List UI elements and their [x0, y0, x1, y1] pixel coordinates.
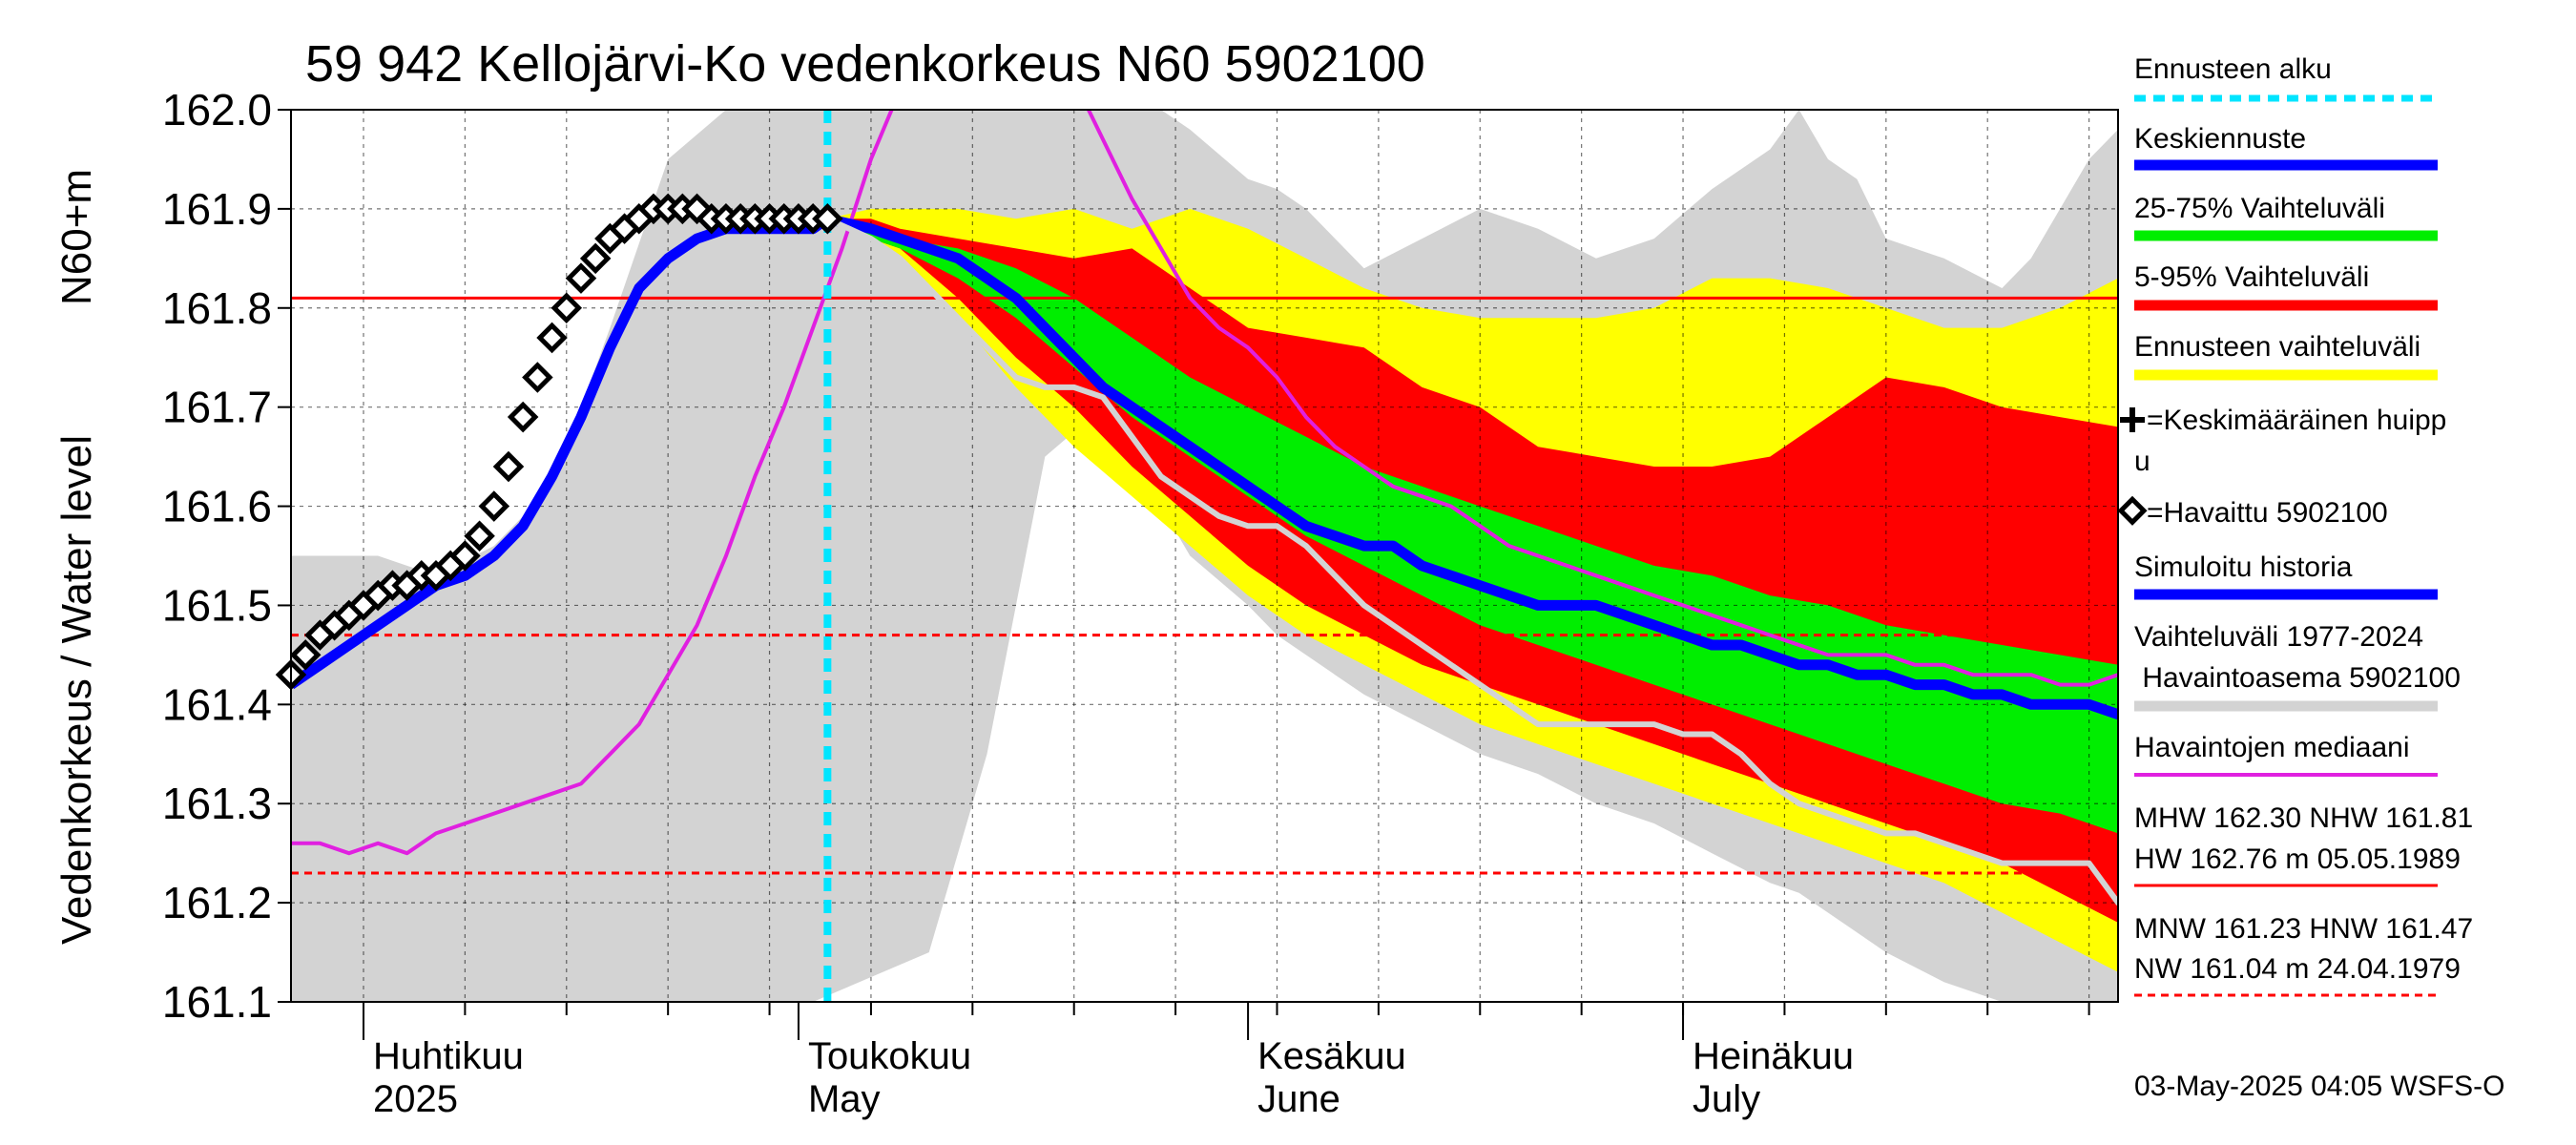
series-line-3	[826, 216, 2118, 906]
x-month-label: Heinäkuu	[1693, 1035, 1854, 1077]
legend-nw-label: NW 161.04 m 24.04.1979	[2134, 953, 2461, 985]
legend-hist-range-label: Vaihteluväli 1977-2024	[2134, 621, 2423, 653]
y-tick-label: 162.0	[162, 85, 272, 135]
legend-hist-range-label-cont: Havaintoasema 5902100	[2134, 662, 2461, 694]
observed-point	[492, 450, 525, 483]
chart-title: 59 942 Kellojärvi-Ko vedenkorkeus N60 59…	[305, 35, 1425, 93]
observed-point	[507, 401, 539, 433]
y-axis-label-right: N60+m	[53, 169, 100, 305]
observed-point	[812, 203, 843, 235]
legend-range-5-95-label: 5-95% Vaihteluväli	[2134, 261, 2369, 293]
x-month-label: Toukokuu	[808, 1035, 971, 1077]
legend-observed-marker	[2117, 495, 2148, 526]
y-tick-label: 161.5	[162, 580, 272, 630]
y-tick-label: 161.1	[162, 977, 272, 1027]
y-tick-label: 161.4	[162, 679, 272, 729]
legend-simulated-label: Simuloitu historia	[2134, 552, 2353, 583]
y-tick-label: 161.2	[162, 878, 272, 927]
y-tick-label: 161.6	[162, 482, 272, 531]
x-month-sublabel: May	[808, 1078, 881, 1120]
observed-point	[551, 292, 583, 324]
y-axis-label-left: Vedenkorkeus / Water level	[53, 435, 100, 945]
x-month-label: Huhtikuu	[373, 1035, 524, 1077]
observed-point	[579, 242, 612, 275]
plot-frame	[290, 109, 2119, 1003]
legend-mhw-label: MHW 162.30 NHW 161.81	[2134, 802, 2473, 834]
y-tick-label: 161.8	[162, 283, 272, 333]
legend-mean-peak-label-cont: u	[2134, 446, 2150, 477]
reference-lines	[291, 296, 2118, 875]
legend-mean-peak-label: =Keskimääräinen huipp	[2147, 405, 2446, 436]
legend-forecast-range-label: Ennusteen vaihteluväli	[2134, 331, 2420, 363]
observed-points	[275, 193, 843, 691]
observed-point	[478, 490, 510, 522]
observed-point	[289, 639, 322, 671]
legend: Ennusteen alku Keskiennuste 25-75% Vaiht…	[2117, 53, 2473, 997]
plot-area	[291, 110, 2118, 1002]
y-tick-label: 161.7	[162, 383, 272, 432]
observed-point	[464, 520, 495, 552]
x-month-sublabel: June	[1257, 1078, 1340, 1120]
series-line-0	[291, 110, 2118, 856]
legend-median-label: Havaintojen mediaani	[2134, 732, 2410, 763]
x-month-label: Kesäkuu	[1257, 1035, 1406, 1077]
legend-mean-forecast-label: Keskiennuste	[2134, 123, 2306, 155]
observed-point	[536, 322, 568, 354]
x-month-sublabel: July	[1693, 1078, 1760, 1120]
y-tick-label: 161.9	[162, 184, 272, 234]
y-tick-label: 161.3	[162, 779, 272, 828]
series-line-2	[826, 213, 2118, 720]
legend-mean-peak-marker	[2120, 407, 2145, 432]
band-3	[827, 219, 2118, 834]
legend-hw-label: HW 162.76 m 05.05.1989	[2134, 843, 2461, 875]
legend-range-25-75-label: 25-75% Vaihteluväli	[2134, 193, 2385, 224]
legend-observed-label: =Havaittu 5902100	[2147, 497, 2388, 529]
axes: 162.0 161.9 161.8 161.7 161.6 161.5 161.4 161.3…	[162, 85, 2119, 1120]
observed-point	[449, 540, 481, 572]
legend-mnw-label: MNW 161.23 HNW 161.47	[2134, 913, 2473, 945]
observed-point	[565, 262, 597, 294]
x-month-sublabel: 2025	[373, 1078, 458, 1120]
legend-forecast-start-label: Ennusteen alku	[2134, 53, 2332, 85]
observed-point	[522, 362, 553, 393]
timestamp: 03-May-2025 04:05 WSFS-O	[2134, 1071, 2505, 1102]
